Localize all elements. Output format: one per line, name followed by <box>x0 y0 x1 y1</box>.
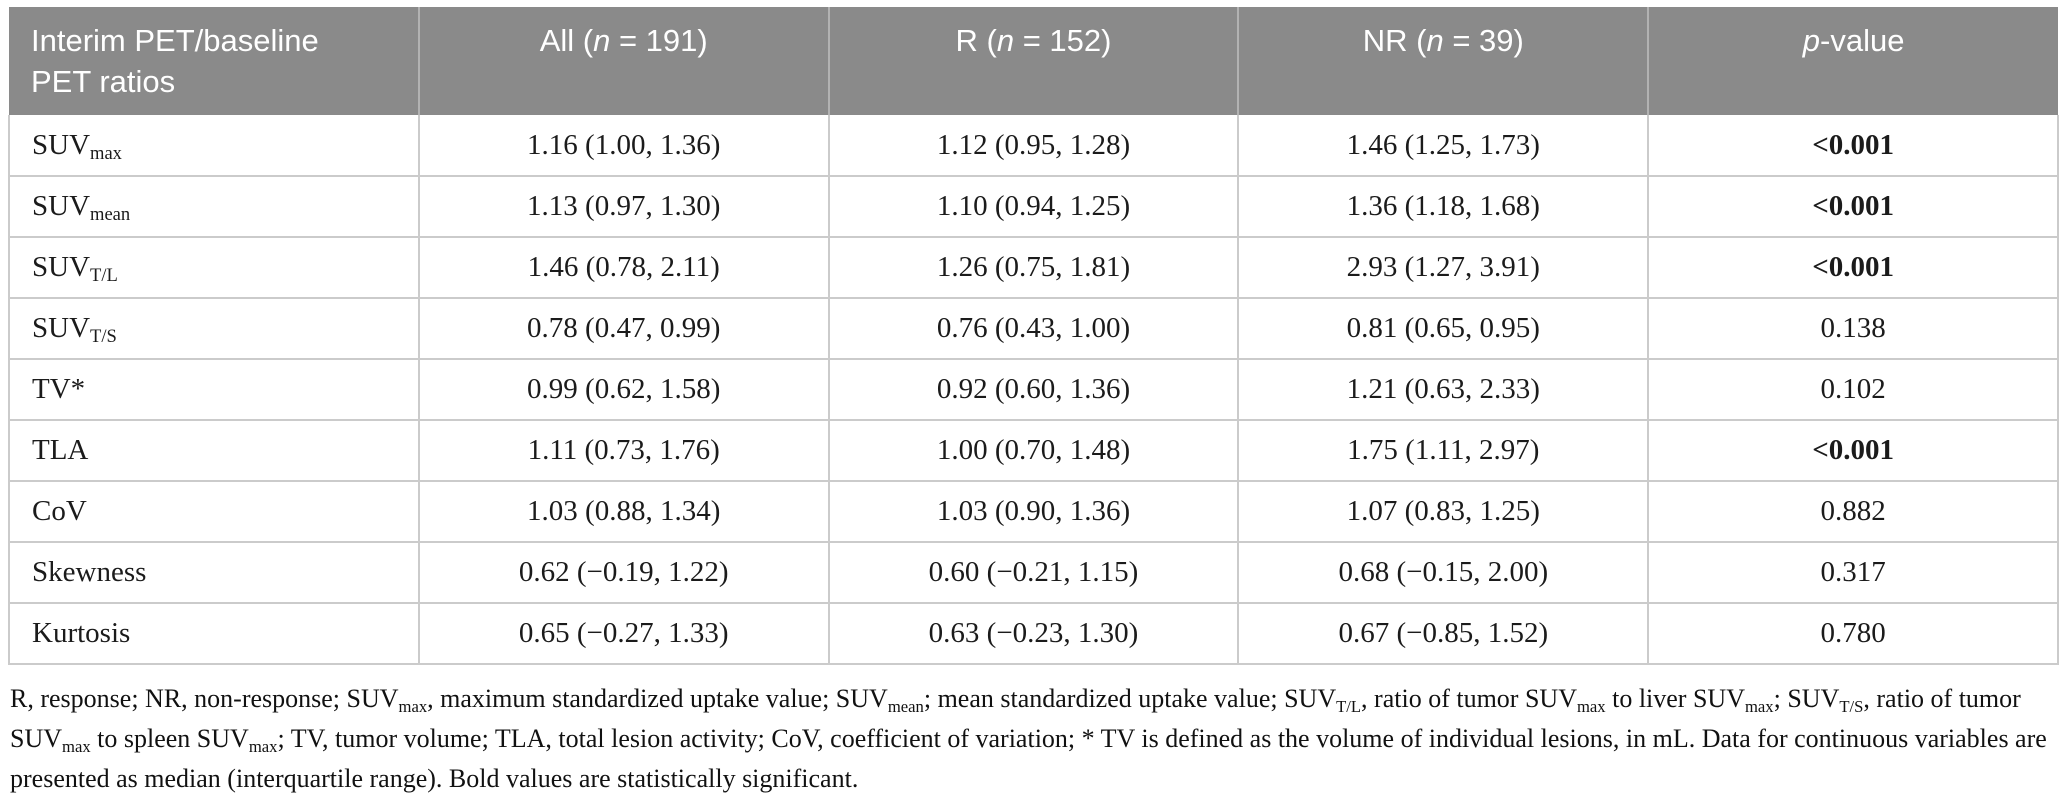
p-value-cell: 0.780 <box>1647 603 2059 665</box>
value-cell-r: 1.10 (0.94, 1.25) <box>827 176 1240 238</box>
value-cell-all: 0.62 (−0.19, 1.22) <box>417 542 830 604</box>
p-value-cell: <0.001 <box>1647 176 2059 238</box>
table-row: SUVT/S 0.78 (0.47, 0.99) 0.76 (0.43, 1.00)… <box>8 298 2059 360</box>
value-cell-r: 1.00 (0.70, 1.48) <box>827 420 1240 482</box>
col-header-line2: PET ratios <box>31 64 176 99</box>
header-row: Interim PET/baseline PET ratios All (n =… <box>9 7 2058 115</box>
value-cell-r: 0.60 (−0.21, 1.15) <box>827 542 1240 604</box>
col-header-nr: NR (n = 39) <box>1238 7 1650 115</box>
table-row: Kurtosis 0.65 (−0.27, 1.33) 0.63 (−0.23, 1… <box>8 603 2059 665</box>
row-label: SUVmean <box>8 176 420 238</box>
row-label: SUVmax <box>8 115 420 177</box>
value-cell-r: 0.92 (0.60, 1.36) <box>827 359 1240 421</box>
value-cell-r: 0.63 (−0.23, 1.30) <box>827 603 1240 665</box>
value-cell-nr: 1.21 (0.63, 2.33) <box>1237 359 1650 421</box>
value-cell-all: 1.16 (1.00, 1.36) <box>417 115 830 177</box>
value-cell-all: 1.46 (0.78, 2.11) <box>417 237 830 299</box>
table-row: CoV 1.03 (0.88, 1.34) 1.03 (0.90, 1.36) 1.0… <box>8 481 2059 543</box>
table-row: TLA 1.11 (0.73, 1.76) 1.00 (0.70, 1.48) 1.7… <box>8 420 2059 482</box>
table-row: SUVmax 1.16 (1.00, 1.36) 1.12 (0.95, 1.28)… <box>8 115 2059 177</box>
table-row: SUVmean 1.13 (0.97, 1.30) 1.10 (0.94, 1.25… <box>8 176 2059 238</box>
p-value-cell: 0.317 <box>1647 542 2059 604</box>
table-row: TV* 0.99 (0.62, 1.58) 0.92 (0.60, 1.36) 1.2… <box>8 359 2059 421</box>
value-cell-nr: 0.81 (0.65, 0.95) <box>1237 298 1650 360</box>
row-label: CoV <box>8 481 420 543</box>
value-cell-all: 0.99 (0.62, 1.58) <box>417 359 830 421</box>
col-header-r: R (n = 152) <box>828 7 1240 115</box>
pet-ratios-table: Interim PET/baseline PET ratios All (n =… <box>8 7 2059 665</box>
value-cell-all: 1.13 (0.97, 1.30) <box>417 176 830 238</box>
col-header-all: All (n = 191) <box>418 7 830 115</box>
row-label: SUVT/L <box>8 237 420 299</box>
value-cell-r: 0.76 (0.43, 1.00) <box>827 298 1240 360</box>
value-cell-nr: 1.46 (1.25, 1.73) <box>1237 115 1650 177</box>
p-value-cell: <0.001 <box>1647 237 2059 299</box>
table-row: SUVT/L 1.46 (0.78, 2.11) 1.26 (0.75, 1.81)… <box>8 237 2059 299</box>
p-value-cell: 0.102 <box>1647 359 2059 421</box>
p-value-cell: 0.138 <box>1647 298 2059 360</box>
p-value-cell: 0.882 <box>1647 481 2059 543</box>
col-header-line1: Interim PET/baseline <box>31 23 319 58</box>
row-label: TV* <box>8 359 420 421</box>
table-footnote: R, response; NR, non-response; SUVmax, m… <box>10 684 2047 793</box>
row-label: Kurtosis <box>8 603 420 665</box>
p-value-cell: <0.001 <box>1647 420 2059 482</box>
value-cell-all: 0.65 (−0.27, 1.33) <box>417 603 830 665</box>
row-label: SUVT/S <box>8 298 420 360</box>
value-cell-r: 1.03 (0.90, 1.36) <box>827 481 1240 543</box>
value-cell-nr: 1.07 (0.83, 1.25) <box>1237 481 1650 543</box>
row-label: TLA <box>8 420 420 482</box>
value-cell-nr: 1.75 (1.11, 2.97) <box>1237 420 1650 482</box>
row-label: Skewness <box>8 542 420 604</box>
value-cell-all: 1.03 (0.88, 1.34) <box>417 481 830 543</box>
value-cell-nr: 1.36 (1.18, 1.68) <box>1237 176 1650 238</box>
col-header-p-value: p-value <box>1648 7 2058 115</box>
p-value-cell: <0.001 <box>1647 115 2059 177</box>
col-header-interim-pet-ratios: Interim PET/baseline PET ratios <box>9 7 420 115</box>
value-cell-all: 0.78 (0.47, 0.99) <box>417 298 830 360</box>
value-cell-nr: 0.68 (−0.15, 2.00) <box>1237 542 1650 604</box>
value-cell-nr: 0.67 (−0.85, 1.52) <box>1237 603 1650 665</box>
table-row: Skewness 0.62 (−0.19, 1.22) 0.60 (−0.21, 1… <box>8 542 2059 604</box>
value-cell-r: 1.26 (0.75, 1.81) <box>827 237 1240 299</box>
value-cell-nr: 2.93 (1.27, 3.91) <box>1237 237 1650 299</box>
value-cell-r: 1.12 (0.95, 1.28) <box>827 115 1240 177</box>
value-cell-all: 1.11 (0.73, 1.76) <box>417 420 830 482</box>
